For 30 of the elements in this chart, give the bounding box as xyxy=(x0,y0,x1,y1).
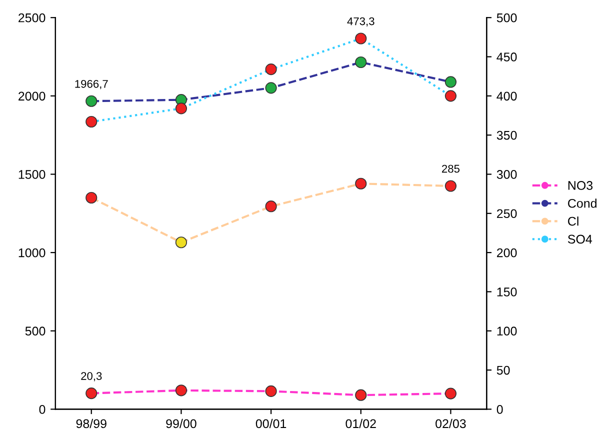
data-label: 1966,7 xyxy=(75,80,108,90)
y-tick-label: 1000 xyxy=(18,248,46,258)
legend-label: Cl xyxy=(568,216,578,226)
y2-tick-label: 300 xyxy=(496,170,517,179)
legend-label: SO4 xyxy=(568,234,592,244)
y2-tick-label: 450 xyxy=(496,52,517,62)
y2-tick-label: 250 xyxy=(496,209,517,218)
y-tick-label: 2500 xyxy=(18,13,46,22)
y-tick-label: 1500 xyxy=(18,170,46,179)
x-tick-label: 02/03 xyxy=(436,418,466,428)
y2-tick-label: 0 xyxy=(496,405,503,414)
y-tick-label: 500 xyxy=(25,326,46,336)
legend-label: NO3 xyxy=(568,181,593,190)
y2-tick-label: 100 xyxy=(497,326,517,336)
y-tick-label: 2000 xyxy=(18,92,46,101)
y2-tick-label: 400 xyxy=(496,92,517,101)
legend-label: Cond xyxy=(568,198,596,208)
y2-tick-label: 200 xyxy=(496,248,517,258)
data-label: 473,3 xyxy=(347,17,374,27)
data-label: 20,3 xyxy=(81,372,102,382)
x-tick-label: 98/99 xyxy=(76,418,106,428)
y2-tick-label: 150 xyxy=(497,288,517,296)
x-tick-label: 01/02 xyxy=(346,418,376,428)
data-label: 285 xyxy=(442,164,460,173)
y2-tick-label: 50 xyxy=(496,366,510,375)
y2-tick-label: 500 xyxy=(496,13,517,22)
y-tick-label: 0 xyxy=(39,405,46,414)
x-tick-label: 00/01 xyxy=(256,418,286,428)
x-tick-label: 99/00 xyxy=(166,418,196,428)
y2-tick-label: 350 xyxy=(496,130,517,140)
